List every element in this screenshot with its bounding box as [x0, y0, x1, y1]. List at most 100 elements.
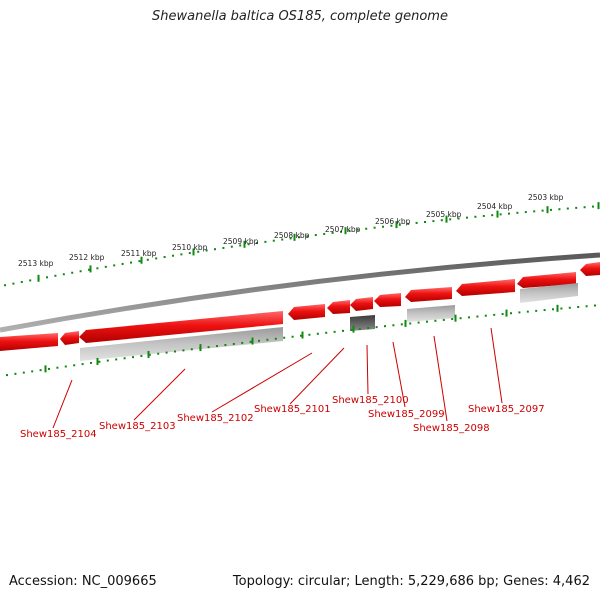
scale-tick — [358, 327, 361, 330]
scale-tick — [466, 216, 468, 219]
scale-tick — [325, 331, 328, 334]
gene-label: Shew185_2097 — [468, 404, 545, 415]
scale-tick — [415, 221, 418, 224]
gene-shew185-2098 — [407, 305, 455, 322]
scale-tick — [123, 357, 126, 360]
scale-tick — [146, 258, 149, 261]
scale-labels: 2513 kbp 2512 kbp 2511 kbp 2510 kbp 2509 kbp… — [18, 193, 564, 268]
accession-label: Accession: NC_009665 — [9, 574, 157, 589]
scale-tick — [457, 217, 460, 220]
scale-label: 2510 kbp — [172, 243, 208, 252]
scale-tick — [222, 246, 225, 249]
cds-shew185-2099b — [374, 293, 401, 307]
cds-shew185-2103 — [60, 331, 79, 345]
cds-track — [0, 262, 600, 351]
cds-shew185-2104 — [0, 333, 58, 351]
scale-tick — [140, 354, 143, 357]
scale-tick — [558, 208, 561, 211]
scale-tick — [207, 346, 210, 349]
scale-tick — [417, 321, 420, 324]
scale-label: 2505 kbp — [426, 210, 462, 219]
scale-tick — [333, 330, 336, 333]
cds-shew185-2100 — [327, 300, 350, 314]
scale-tick — [96, 267, 99, 270]
scale-tick — [566, 207, 569, 210]
scale-tick — [190, 348, 193, 351]
scale-tick — [138, 260, 141, 263]
scale-tick — [314, 234, 317, 237]
scale-tick — [241, 341, 244, 344]
scale-tick — [165, 351, 168, 354]
scale-major-tick — [395, 221, 398, 229]
scale-tick — [568, 306, 571, 309]
scale-tick — [342, 329, 344, 332]
scale-tick — [214, 248, 216, 251]
scale-label: 2513 kbp — [18, 259, 54, 268]
scale-tick — [39, 369, 42, 372]
scale-tick — [258, 339, 260, 342]
scale-tick — [552, 308, 554, 311]
scale-tick — [424, 221, 426, 224]
map-title: Shewanella baltica OS185, complete genom… — [152, 9, 448, 24]
gene-leader-line — [433, 335, 448, 422]
scale-tick — [373, 226, 376, 229]
scale-tick — [216, 345, 218, 348]
scale-tick — [398, 223, 401, 226]
scale-tick — [577, 306, 580, 309]
gene-leader-line — [211, 352, 313, 413]
gene-label: Shew185_2098 — [413, 423, 490, 434]
scale-label: 2504 kbp — [477, 202, 513, 211]
scale-tick — [585, 305, 588, 308]
scale-major-tick — [344, 227, 347, 235]
scale-major-tick — [96, 357, 99, 365]
scale-tick — [205, 249, 208, 252]
scale-tick — [155, 257, 158, 260]
gene-label: Shew185_2101 — [254, 404, 331, 415]
scale-major-tick — [140, 256, 143, 264]
scale-tick — [113, 264, 116, 267]
scale-tick — [541, 209, 544, 212]
scale-tick — [375, 326, 378, 329]
scale-tick — [426, 320, 428, 323]
scale-tick — [266, 338, 269, 341]
scale-tick — [501, 313, 504, 316]
scale-tick — [535, 309, 538, 312]
scale-tick — [365, 227, 368, 230]
gene-track — [80, 283, 578, 361]
scale-tick — [283, 336, 286, 339]
scale-major-tick — [404, 319, 407, 327]
inner-scale-ticks — [6, 304, 596, 377]
scale-tick — [188, 252, 191, 255]
scale-tick — [180, 253, 183, 256]
scale-tick — [264, 240, 267, 243]
scale-tick — [130, 261, 132, 264]
scale-major-tick — [352, 325, 355, 333]
scale-tick — [157, 352, 160, 355]
scale-tick — [510, 312, 512, 315]
scale-major-tick — [293, 233, 296, 241]
scale-tick — [409, 322, 412, 325]
scale-tick — [230, 245, 233, 248]
scale-tick — [442, 318, 445, 321]
scale-tick — [575, 206, 578, 209]
scale-tick — [331, 231, 334, 234]
scale-tick — [298, 236, 300, 239]
scale-label: 2503 kbp — [528, 193, 564, 202]
scale-tick — [22, 371, 25, 374]
gene-leader-line — [490, 327, 503, 404]
scale-major-tick — [301, 331, 304, 339]
scale-tick — [516, 211, 519, 214]
scale-tick — [550, 208, 552, 211]
scale-tick — [543, 309, 546, 312]
scale-tick — [121, 262, 124, 265]
scale-major-tick — [243, 240, 246, 248]
scale-tick — [90, 361, 92, 364]
gene-label: Shew185_2099 — [368, 409, 445, 420]
gene-shew185-2097 — [520, 283, 578, 303]
scale-tick — [459, 317, 462, 320]
scale-tick — [526, 310, 529, 313]
scale-tick — [484, 314, 487, 317]
gene-shew185-2100 — [350, 315, 375, 331]
gene-label: Shew185_2100 — [332, 395, 409, 406]
scale-tick — [239, 244, 242, 247]
